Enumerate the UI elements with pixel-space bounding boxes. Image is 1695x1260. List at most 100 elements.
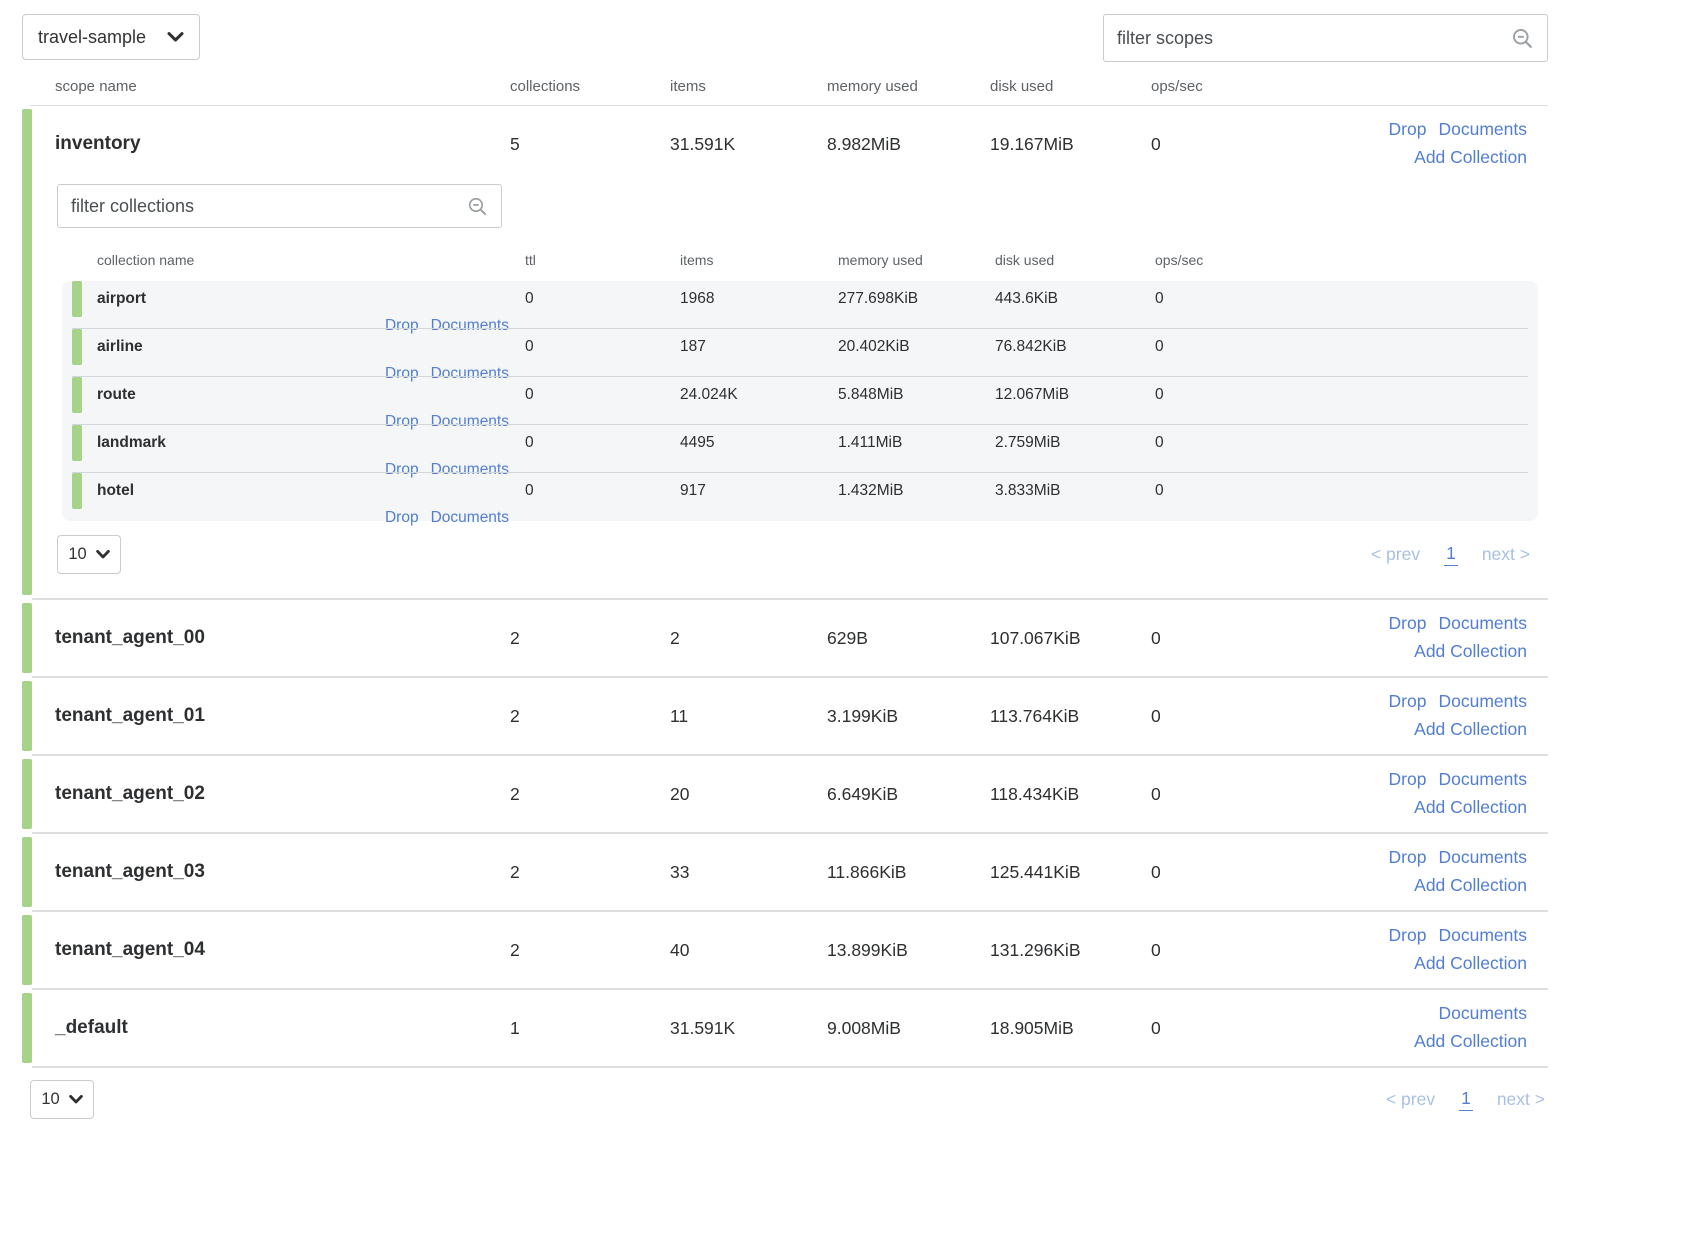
- collections-pagination: 10 < prev 1 next >: [57, 535, 1530, 574]
- next-page-link[interactable]: next >: [1496, 1089, 1545, 1109]
- scopes-pagination: 10 < prev 1 next >: [30, 1080, 1545, 1119]
- scope-summary-inventory[interactable]: inventory 5 31.591K 8.982MiB 19.167MiB 0…: [32, 106, 1548, 182]
- collection-name: airline: [97, 338, 143, 355]
- drop-collection-link[interactable]: Drop: [384, 413, 419, 430]
- collection-memory-used: 1.411MiB: [838, 434, 903, 451]
- drop-scope-link[interactable]: Drop: [1388, 769, 1427, 789]
- scope-summary[interactable]: _default 1 31.591K 9.008MiB 18.905MiB 0 …: [32, 990, 1548, 1066]
- documents-link[interactable]: Documents: [430, 461, 509, 478]
- add-collection-link[interactable]: Add Collection: [1414, 953, 1527, 973]
- add-collection-link[interactable]: Add Collection: [1414, 797, 1527, 817]
- collection-row-hotel[interactable]: hotel 0 917 1.432MiB 3.833MiB 0 Drop Docu…: [62, 473, 1538, 526]
- collection-actions: Drop Documents: [62, 509, 525, 527]
- collection-ttl: 0: [525, 482, 534, 499]
- scope-items: 2: [670, 627, 680, 648]
- add-collection-link[interactable]: Add Collection: [1414, 641, 1527, 661]
- scope-summary[interactable]: tenant_agent_01 2 11 3.199KiB 113.764KiB…: [32, 678, 1548, 754]
- scope-name: tenant_agent_00: [55, 627, 205, 648]
- page-size-select[interactable]: 10: [30, 1080, 94, 1119]
- documents-link[interactable]: Documents: [430, 509, 509, 526]
- drop-collection-link[interactable]: Drop: [384, 317, 419, 334]
- add-collection-link[interactable]: Add Collection: [1414, 1031, 1527, 1051]
- collections-panel: collection name ttl items memory used di…: [32, 184, 1548, 598]
- scope-indicator-bar: [22, 837, 32, 907]
- scope-memory-used: 13.899KiB: [827, 939, 908, 960]
- scope-actions: Documents Add Collection: [1281, 990, 1548, 1064]
- scope-row-tenant-agent-04: tenant_agent_04 2 40 13.899KiB 131.296Ki…: [0, 912, 1548, 990]
- drop-collection-link[interactable]: Drop: [384, 365, 419, 382]
- scope-memory-used: 3.199KiB: [827, 705, 899, 726]
- page-size-select[interactable]: 10: [57, 535, 121, 574]
- scope-items: 11: [670, 705, 689, 726]
- scope-items: 33: [670, 861, 690, 882]
- drop-collection-link[interactable]: Drop: [384, 461, 419, 478]
- drop-scope-link[interactable]: Drop: [1388, 925, 1427, 945]
- collection-row-airline[interactable]: airline 0 187 20.402KiB 76.842KiB 0 Drop…: [62, 329, 1538, 382]
- filter-collections-input[interactable]: [71, 195, 467, 217]
- header-disk-used: disk used: [995, 252, 1055, 268]
- scope-summary[interactable]: tenant_agent_02 2 20 6.649KiB 118.434KiB…: [32, 756, 1548, 832]
- add-collection-link[interactable]: Add Collection: [1414, 147, 1527, 167]
- collection-name: hotel: [97, 482, 135, 499]
- collection-actions: Drop Documents: [62, 365, 525, 383]
- current-page-link[interactable]: 1: [1444, 543, 1458, 566]
- scope-actions: Drop Documents Add Collection: [1281, 600, 1548, 674]
- bucket-selector[interactable]: travel-sample: [22, 14, 200, 60]
- header-ops-sec: ops/sec: [1155, 252, 1204, 268]
- collection-row-landmark[interactable]: landmark 0 4495 1.411MiB 2.759MiB 0 Drop…: [62, 425, 1538, 478]
- add-collection-link[interactable]: Add Collection: [1414, 719, 1527, 739]
- documents-link[interactable]: Documents: [430, 413, 509, 430]
- collection-row-route[interactable]: route 0 24.024K 5.848MiB 12.067MiB 0 Dro…: [62, 377, 1538, 430]
- add-collection-link[interactable]: Add Collection: [1414, 875, 1527, 895]
- collection-ttl: 0: [525, 290, 534, 307]
- documents-link[interactable]: Documents: [430, 365, 509, 382]
- documents-link[interactable]: Documents: [1438, 847, 1527, 867]
- drop-scope-link[interactable]: Drop: [1388, 847, 1427, 867]
- collection-ttl: 0: [525, 338, 534, 355]
- scope-name: _default: [55, 1017, 128, 1038]
- documents-link[interactable]: Documents: [1438, 769, 1527, 789]
- header-collections: collections: [510, 78, 581, 95]
- scope-collections-count: 5: [510, 133, 520, 154]
- collection-actions: Drop Documents: [62, 317, 525, 335]
- collection-disk-used: 443.6KiB: [995, 290, 1058, 307]
- scope-table-header: scope name collections items memory used…: [0, 78, 1548, 105]
- documents-link[interactable]: Documents: [1438, 1003, 1527, 1023]
- scope-disk-used: 18.905MiB: [990, 1017, 1074, 1038]
- scope-summary[interactable]: tenant_agent_03 2 33 11.866KiB 125.441Ki…: [32, 834, 1548, 910]
- scope-collections-count: 2: [510, 627, 520, 648]
- scope-row-default: _default 1 31.591K 9.008MiB 18.905MiB 0 …: [0, 990, 1548, 1068]
- documents-link[interactable]: Documents: [1438, 613, 1527, 633]
- prev-page-link[interactable]: < prev: [1385, 1089, 1436, 1109]
- collection-name: landmark: [97, 434, 166, 451]
- scope-ops-sec: 0: [1151, 939, 1161, 960]
- page-size-value: 10: [68, 545, 87, 563]
- chevron-down-icon: [95, 550, 110, 559]
- filter-scopes-input[interactable]: [1117, 27, 1511, 49]
- drop-scope-link[interactable]: Drop: [1388, 119, 1427, 139]
- collection-indicator-bar: [72, 329, 82, 365]
- documents-link[interactable]: Documents: [1438, 119, 1527, 139]
- scope-disk-used: 125.441KiB: [990, 861, 1081, 882]
- collection-disk-used: 2.759MiB: [995, 434, 1061, 451]
- scope-row-tenant-agent-01: tenant_agent_01 2 11 3.199KiB 113.764KiB…: [0, 678, 1548, 756]
- header-ops-sec: ops/sec: [1151, 78, 1203, 95]
- search-icon: [1511, 27, 1534, 50]
- next-page-link[interactable]: next >: [1481, 544, 1530, 564]
- drop-scope-link[interactable]: Drop: [1388, 613, 1427, 633]
- drop-collection-link[interactable]: Drop: [384, 509, 419, 526]
- documents-link[interactable]: Documents: [1438, 691, 1527, 711]
- documents-link[interactable]: Documents: [1438, 925, 1527, 945]
- scope-summary[interactable]: tenant_agent_04 2 40 13.899KiB 131.296Ki…: [32, 912, 1548, 988]
- collection-indicator-bar: [72, 377, 82, 413]
- drop-scope-link[interactable]: Drop: [1388, 691, 1427, 711]
- current-page-link[interactable]: 1: [1459, 1088, 1473, 1111]
- scope-summary[interactable]: tenant_agent_00 2 2 629B 107.067KiB 0 Dr…: [32, 600, 1548, 676]
- bucket-selector-value: travel-sample: [38, 26, 147, 47]
- collection-items: 24.024K: [680, 386, 738, 403]
- scope-name: tenant_agent_04: [55, 939, 205, 960]
- scope-name: tenant_agent_02: [55, 783, 205, 804]
- prev-page-link[interactable]: < prev: [1370, 544, 1421, 564]
- documents-link[interactable]: Documents: [430, 317, 509, 334]
- collection-row-airport[interactable]: airport 0 1968 277.698KiB 443.6KiB 0 Dro…: [62, 281, 1538, 334]
